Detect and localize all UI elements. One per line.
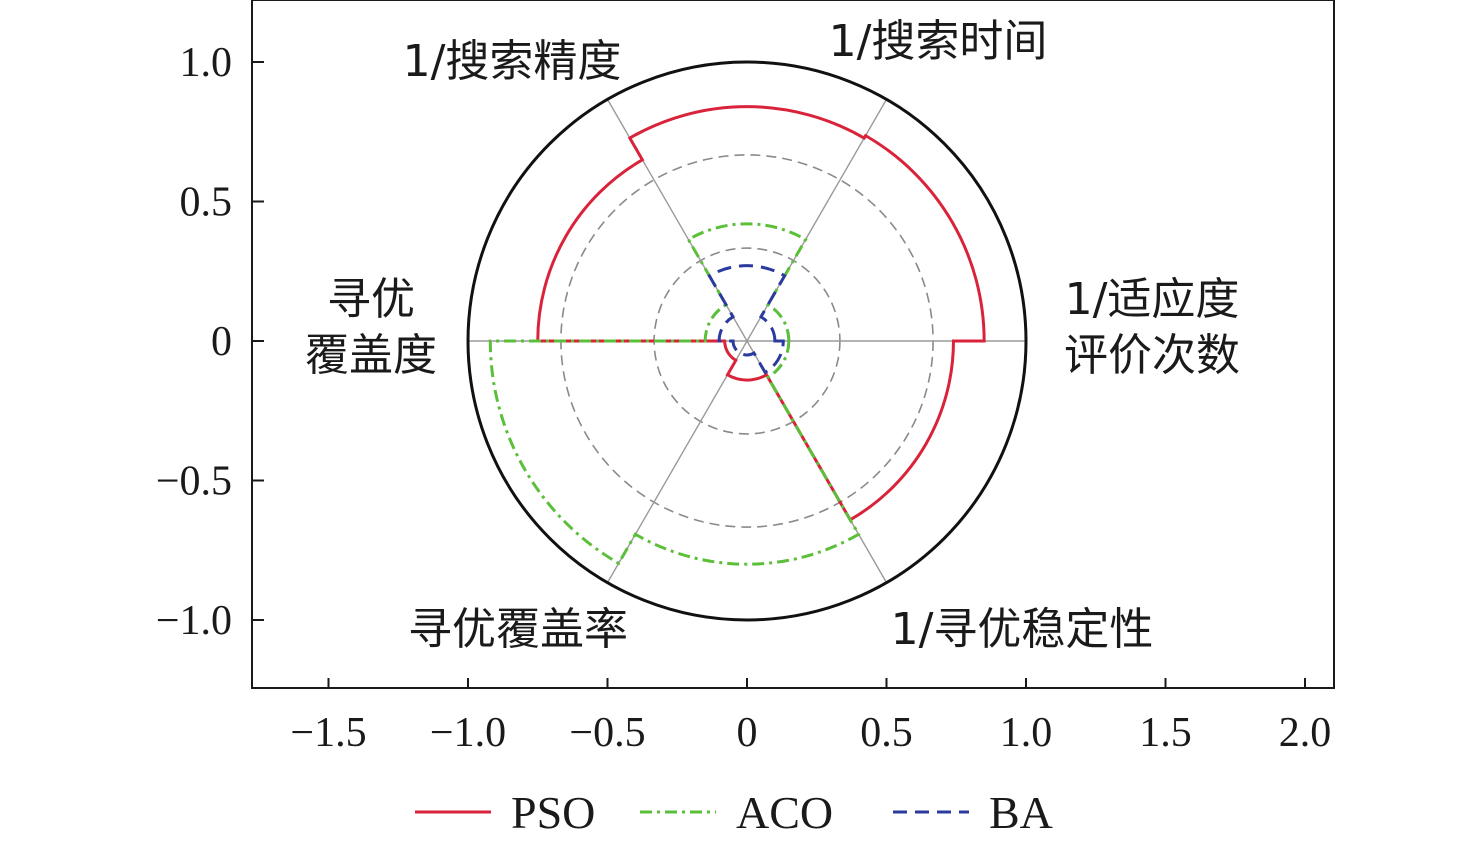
series-layer: [488, 105, 986, 566]
axis-layer: −1.5 −1.0 −0.5 0 0.5 1.0 1.5 2.0 1.0 0.5 0 −0.5 −1.0: [156, 40, 1331, 756]
category-label-6: 1/寻优稳定性: [891, 604, 1154, 655]
category-label-1: 1/适应度评价次数: [1064, 274, 1240, 381]
legend-label-ba: BA: [989, 787, 1053, 838]
legend-label-aco: ACO: [736, 787, 833, 838]
y-tick-label: −0.5: [156, 459, 232, 505]
x-tick-label: 1.5: [1139, 710, 1192, 756]
y-tick-label: 0: [211, 319, 232, 365]
plot-frame: [251, 0, 1335, 689]
y-tick-label: −1.0: [156, 598, 232, 644]
legend-label-pso: PSO: [511, 787, 595, 838]
x-tick-label: 0: [737, 710, 758, 756]
series-aco: [488, 222, 861, 566]
legend: PSO ACO BA: [415, 787, 1053, 838]
x-tick-label: −1.5: [290, 710, 366, 756]
y-tick-label: 1.0: [180, 40, 233, 86]
outer-circle: [466, 60, 1028, 622]
category-label-4: 寻优覆盖度: [305, 274, 437, 381]
series-pso: [536, 105, 986, 522]
x-tick-label: 2.0: [1279, 710, 1332, 756]
x-tick-label: −0.5: [569, 710, 645, 756]
category-label-5: 寻优覆盖率: [408, 604, 628, 655]
category-label-2: 1/搜索时间: [829, 16, 1048, 67]
spoke-line-5: [606, 340, 748, 583]
y-tick-label: 0.5: [180, 180, 233, 226]
x-tick-label: 0.5: [860, 710, 913, 756]
x-tick-label: −1.0: [430, 710, 506, 756]
category-label-3: 1/搜索精度: [403, 36, 622, 87]
series-ba: [707, 264, 787, 375]
x-tick-label: 1.0: [1000, 710, 1053, 756]
